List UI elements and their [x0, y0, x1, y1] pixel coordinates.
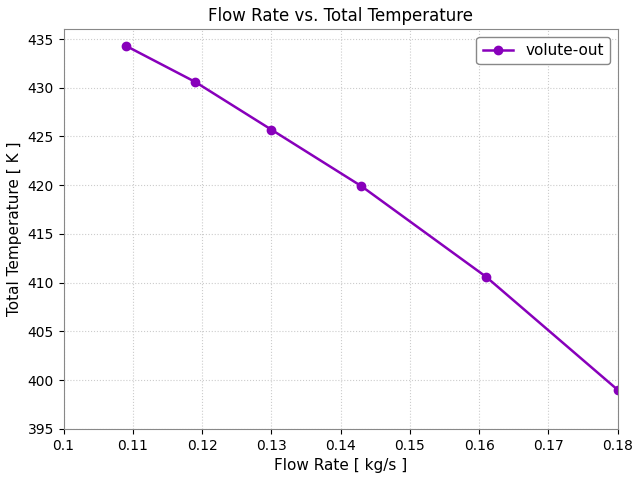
volute-out — [482, 274, 490, 280]
Line: volute-out: volute-out — [122, 42, 622, 394]
volute-out — [122, 43, 130, 49]
Legend: volute-out: volute-out — [476, 37, 610, 64]
Title: Flow Rate vs. Total Temperature: Flow Rate vs. Total Temperature — [208, 7, 473, 25]
volute-out — [358, 183, 365, 189]
volute-out — [191, 79, 199, 85]
X-axis label: Flow Rate [ kg/s ]: Flow Rate [ kg/s ] — [274, 458, 407, 473]
volute-out — [268, 127, 275, 132]
Y-axis label: Total Temperature [ K ]: Total Temperature [ K ] — [7, 142, 22, 316]
volute-out — [614, 387, 621, 393]
